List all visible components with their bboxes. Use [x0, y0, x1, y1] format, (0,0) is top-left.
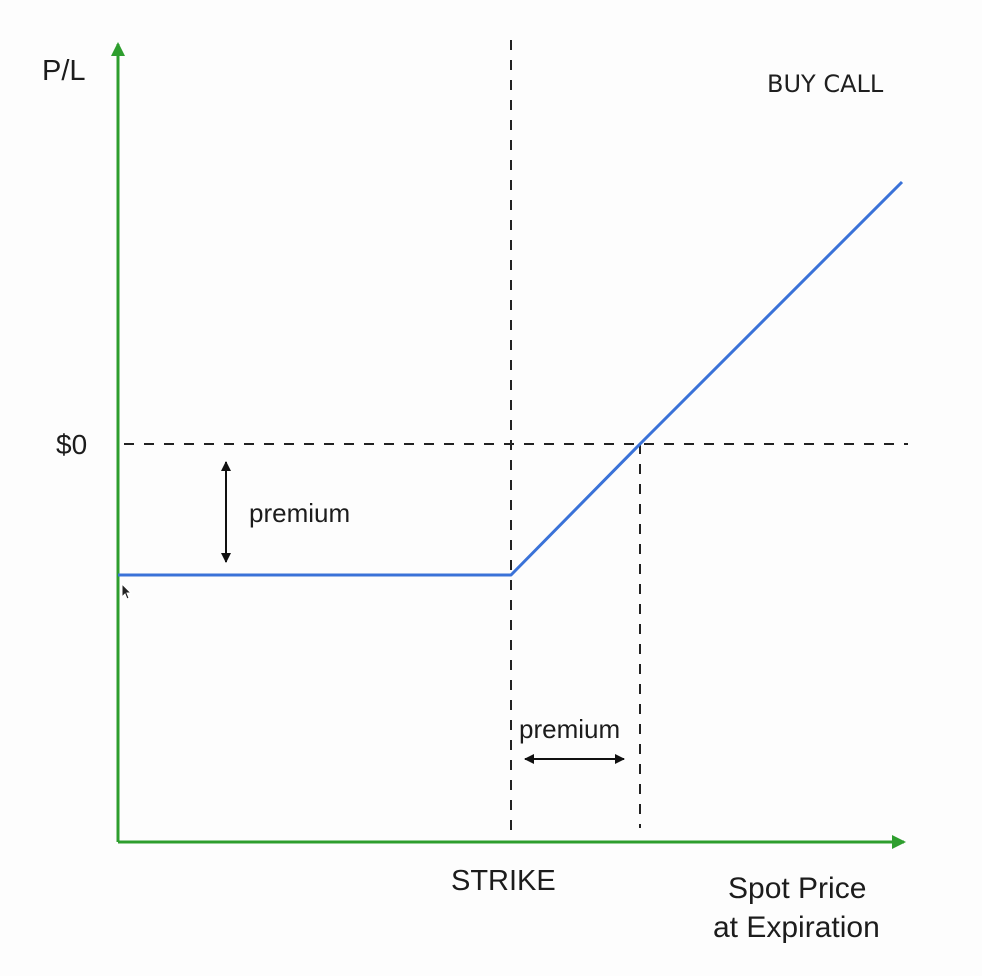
mouse-pointer-icon: [121, 582, 133, 600]
x-axis-label-line2: at Expiration: [713, 911, 880, 944]
x-axis-label-line1: Spot Price: [728, 872, 866, 905]
payoff-line: [118, 180, 904, 577]
premium-vertical-label: premium: [249, 498, 350, 528]
strike-label: STRIKE: [451, 865, 556, 897]
zero-label: $0: [56, 429, 87, 460]
y-axis-label: P/L: [42, 55, 86, 87]
diagram-title: BUY CALL: [767, 70, 884, 98]
premium-horizontal-label: premium: [519, 714, 620, 744]
